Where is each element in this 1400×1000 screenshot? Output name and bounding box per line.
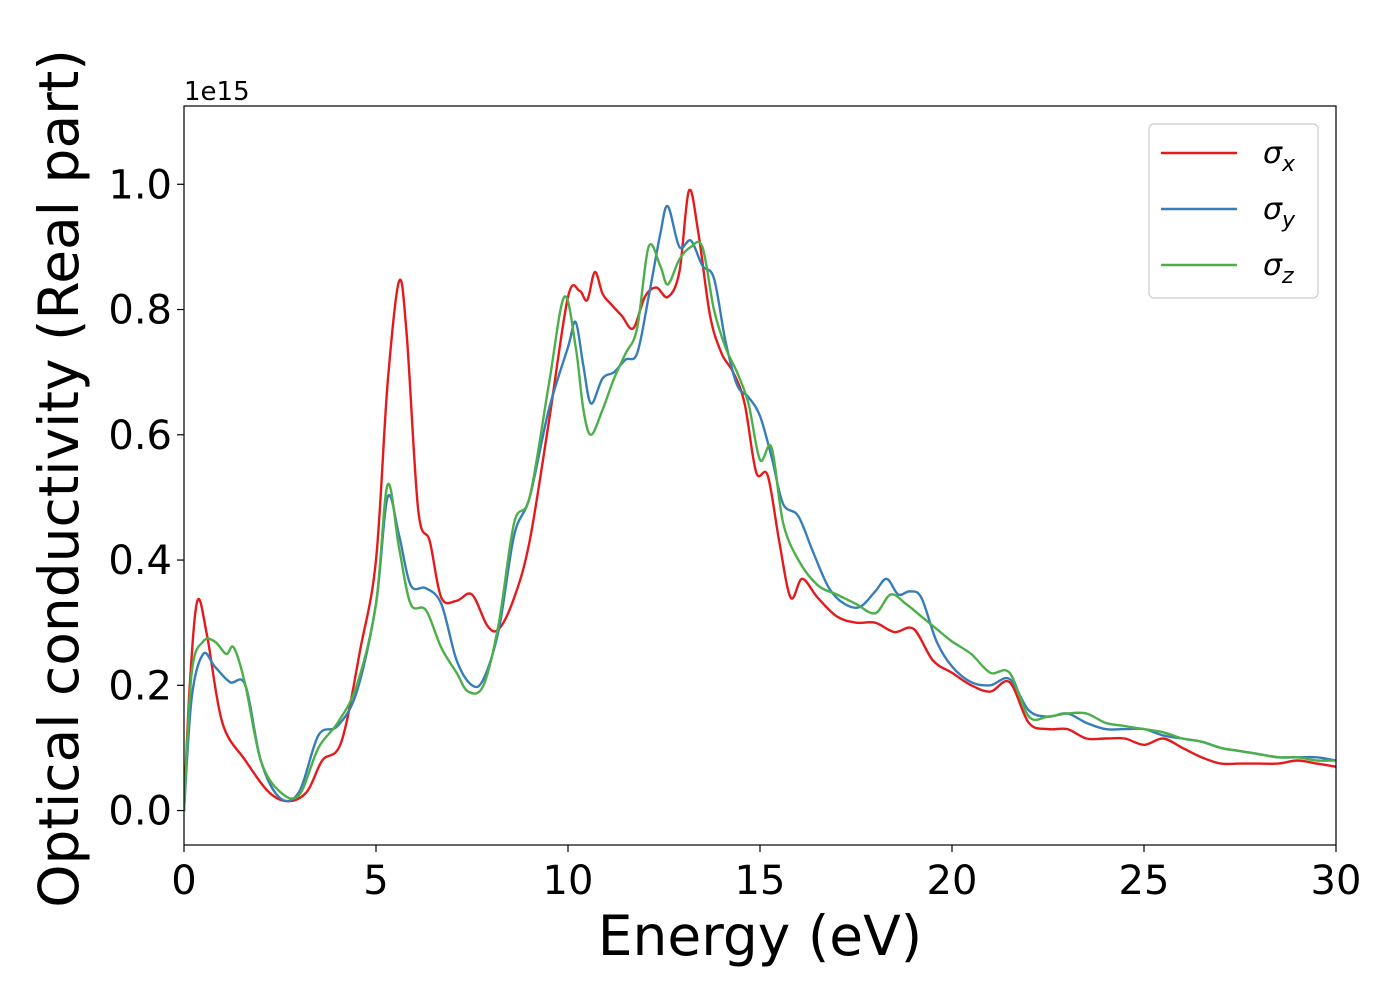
x-tick-label: 0 [171, 858, 196, 904]
y-axis: 0.0 0.2 0.4 0.6 0.8 1.0 [108, 162, 184, 835]
y-offset-label: 1e15 [184, 77, 250, 107]
legend-label-sigma-y: σy [1263, 192, 1296, 233]
x-tick-label: 5 [363, 858, 388, 904]
y-tick-label: 0.4 [108, 538, 172, 584]
legend-label-subscript: z [1281, 264, 1294, 289]
legend-label-sigma-x: σx [1263, 136, 1296, 177]
series-layer [184, 188, 1336, 812]
y-tick-label: 1.0 [108, 162, 172, 208]
legend-label-symbol: σ [1263, 136, 1283, 171]
x-tick-label: 10 [543, 858, 594, 904]
legend-label-subscript: y [1281, 208, 1296, 233]
legend-label-symbol: σ [1263, 192, 1283, 227]
y-tick-label: 0.6 [108, 413, 172, 459]
x-tick-label: 30 [1311, 858, 1362, 904]
y-axis-title: Optical conductivity (Real part) [27, 49, 91, 908]
y-tick-label: 0.2 [108, 663, 172, 709]
y-tick-label: 0.8 [108, 288, 172, 334]
plot-area [183, 105, 1337, 846]
series-line-sigma-z [184, 240, 1336, 812]
x-tick-label: 25 [1119, 858, 1170, 904]
x-axis-title: Energy (eV) [598, 904, 922, 968]
legend-label-symbol: σ [1263, 248, 1283, 283]
legend-box [1148, 123, 1319, 299]
series-line-sigma-x [184, 188, 1336, 812]
y-tick-label: 0.0 [108, 789, 172, 835]
x-axis: 0 5 10 15 20 25 30 [171, 845, 1361, 904]
x-tick-label: 20 [927, 858, 978, 904]
x-tick-label: 15 [735, 858, 786, 904]
legend-label-sigma-z: σz [1263, 248, 1294, 289]
legend-label-subscript: x [1281, 152, 1296, 177]
